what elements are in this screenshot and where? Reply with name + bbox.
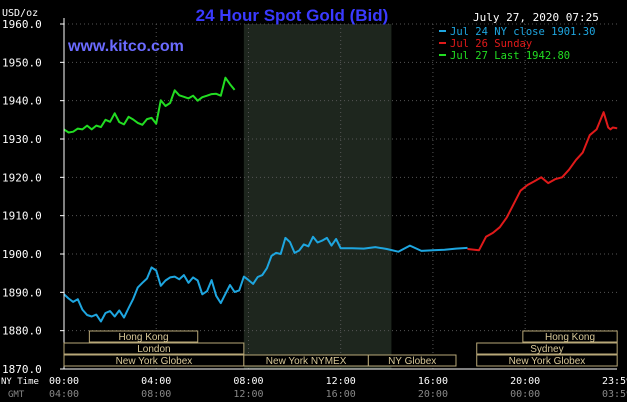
legend-entry: Jul 27 Last 1942.80 <box>450 50 570 62</box>
y-tick-label: 1870.0 <box>2 363 42 376</box>
y-tick-label: 1920.0 <box>2 171 42 184</box>
gmt-tick-label: 03:59 <box>602 389 627 400</box>
session-bar <box>63 342 245 355</box>
x-tick-label: 16:00 <box>418 376 448 387</box>
x-axis-gmt-label: GMT <box>8 390 25 400</box>
session-label: New York Globex <box>116 356 193 367</box>
gmt-tick-label: 00:00 <box>510 389 540 400</box>
y-tick-label: 1950.0 <box>2 56 42 69</box>
watermark: www.kitco.com <box>67 38 184 55</box>
gmt-tick-label: 16:00 <box>326 389 356 400</box>
x-tick-label: 08:00 <box>233 376 263 387</box>
session-bar <box>476 354 618 367</box>
x-tick-label: 12:00 <box>326 376 356 387</box>
x-tick-label: 04:00 <box>141 376 171 387</box>
session-label: Sydney <box>530 344 563 355</box>
session-label: Hong Kong <box>545 332 595 343</box>
session-label: NY Globex <box>388 356 436 367</box>
series-line-2 <box>467 111 618 252</box>
chart-title: 24 Hour Spot Gold (Bid) <box>196 6 389 25</box>
x-tick-label: 00:00 <box>49 376 79 387</box>
gmt-tick-label: 08:00 <box>141 389 171 400</box>
session-bar <box>476 342 618 355</box>
session-label: New York NYMEX <box>266 356 347 367</box>
session-bar <box>522 330 618 343</box>
y-tick-label: 1890.0 <box>2 286 42 299</box>
session-bar <box>88 330 199 343</box>
session-bar <box>367 354 457 367</box>
y-tick-label: 1960.0 <box>2 18 42 31</box>
y-axis-unit-label: USD/oz <box>2 8 38 19</box>
legend-entry: Jul 24 NY close 1901.30 <box>450 26 595 38</box>
x-tick-label: 20:00 <box>510 376 540 387</box>
gmt-tick-label: 12:00 <box>233 389 263 400</box>
session-label: Hong Kong <box>119 332 169 343</box>
series-line-1 <box>63 235 468 323</box>
gmt-tick-label: 04:00 <box>49 389 79 400</box>
shaded-region <box>243 24 392 369</box>
x-tick-label: 23:59 <box>602 376 627 387</box>
gmt-tick-label: 20:00 <box>418 389 448 400</box>
y-tick-label: 1910.0 <box>2 210 42 223</box>
y-tick-label: 1940.0 <box>2 95 42 108</box>
session-label: London <box>137 344 170 355</box>
legend-entry: Jul 26 Sunday <box>450 38 532 50</box>
chart-timestamp: July 27, 2020 07:25 <box>473 11 599 24</box>
y-tick-label: 1880.0 <box>2 325 42 338</box>
series-line-3 <box>63 76 236 134</box>
y-tick-label: 1930.0 <box>2 133 42 146</box>
y-tick-label: 1900.0 <box>2 248 42 261</box>
session-label: New York Globex <box>509 356 586 367</box>
x-axis-ny-time-label: NY Time <box>1 377 39 387</box>
